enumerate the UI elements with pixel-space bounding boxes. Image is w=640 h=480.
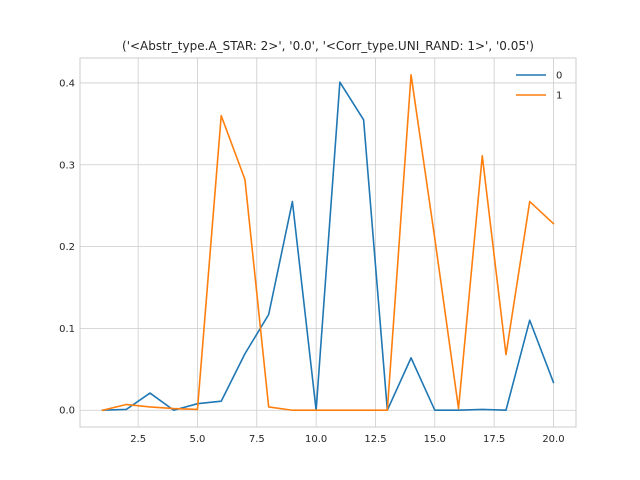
x-tick-label: 20.0 <box>542 434 564 445</box>
legend-label: 1 <box>556 91 562 102</box>
x-tick-label: 10.0 <box>305 434 327 445</box>
x-tick-label: 15.0 <box>424 434 446 445</box>
y-tick-label: 0.3 <box>59 160 75 171</box>
x-tick-label: 17.5 <box>483 434 505 445</box>
y-tick-label: 0.4 <box>59 78 75 89</box>
y-tick-label: 0.0 <box>59 406 75 417</box>
x-tick-label: 12.5 <box>364 434 386 445</box>
legend-label: 0 <box>556 71 562 82</box>
y-tick-label: 0.1 <box>59 324 75 335</box>
x-tick-label: 5.0 <box>190 434 206 445</box>
x-tick-label: 7.5 <box>249 434 265 445</box>
legend: 01 <box>516 71 562 102</box>
axes-frame <box>79 57 577 428</box>
tick-labels: 2.5 5.0 7.5 10.0 12.5 15.0 17.5 20.0 0.0 0.1 0.2 0.… <box>59 78 564 445</box>
series-lines <box>101 73 555 412</box>
series-line-1 <box>101 73 555 412</box>
y-tick-label: 0.2 <box>59 242 75 253</box>
x-tick-label: 2.5 <box>130 434 146 445</box>
chart-title: ('<Abstr_type.A_STAR: 2>', '0.0', '<Corr… <box>122 39 534 53</box>
